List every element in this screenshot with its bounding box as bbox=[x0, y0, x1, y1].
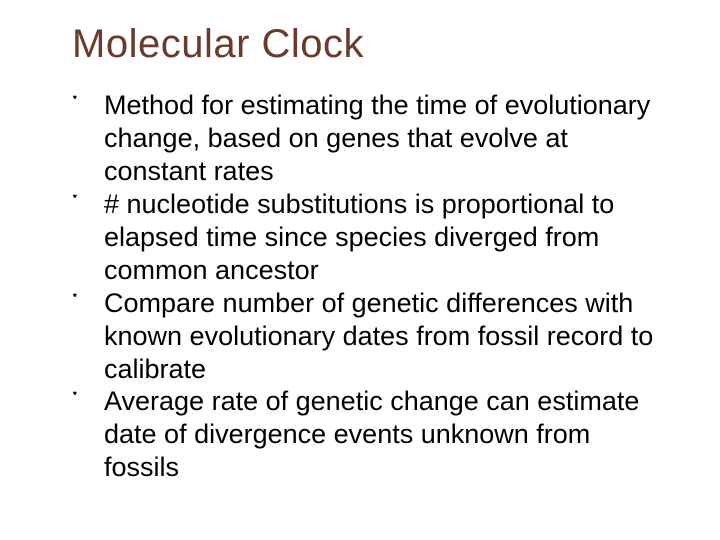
bullet-text: Compare number of genetic differences wi… bbox=[104, 288, 653, 384]
bullet-icon: ་ bbox=[72, 287, 78, 320]
list-item: ་ # nucleotide substitutions is proporti… bbox=[72, 188, 670, 287]
list-item: ་ Method for estimating the time of evol… bbox=[72, 89, 670, 188]
list-item: ་ Compare number of genetic differences … bbox=[72, 287, 670, 386]
bullet-icon: ་ bbox=[72, 385, 78, 418]
bullet-text: Average rate of genetic change can estim… bbox=[104, 386, 639, 482]
slide: Molecular Clock ་ Method for estimating … bbox=[0, 0, 720, 540]
bullet-text: Method for estimating the time of evolut… bbox=[104, 90, 650, 186]
slide-body: ་ Method for estimating the time of evol… bbox=[72, 89, 670, 484]
list-item: ་ Average rate of genetic change can est… bbox=[72, 385, 670, 484]
slide-title: Molecular Clock bbox=[72, 22, 670, 67]
bullet-text: # nucleotide substitutions is proportion… bbox=[104, 189, 614, 285]
bullet-icon: ་ bbox=[72, 89, 78, 122]
bullet-icon: ་ bbox=[72, 188, 78, 221]
